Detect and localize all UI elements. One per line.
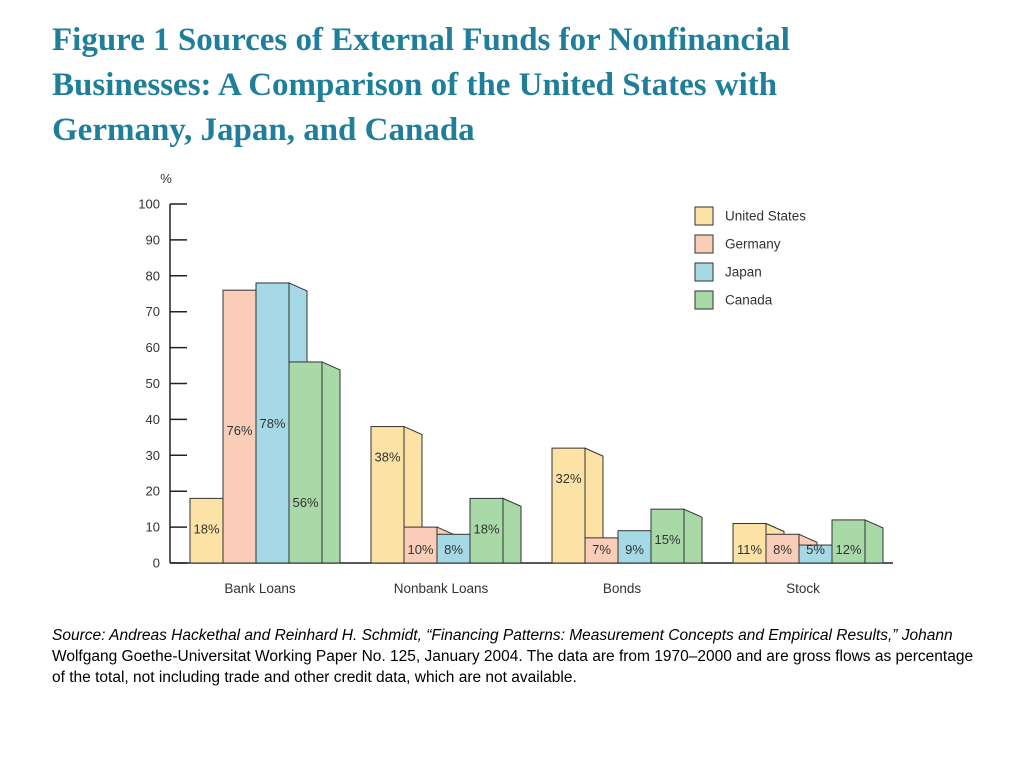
- bar-value-label: 9%: [625, 542, 644, 557]
- bar-chart: % 0 10 20 30 40 50 60 70 80 90 100 18% 76% 78% 56% Bank …: [138, 171, 893, 596]
- bar: [732, 523, 767, 564]
- figure-title-line: Germany, Japan, and Canada: [52, 112, 475, 148]
- bar-value-label: 18%: [473, 521, 499, 536]
- y-tick-label: 10: [146, 520, 160, 535]
- bar-side-face: [683, 508, 703, 564]
- bar: [469, 497, 504, 564]
- legend-label: Japan: [725, 265, 762, 280]
- bar-value-label: 32%: [555, 471, 581, 486]
- legend-swatch: [694, 262, 714, 282]
- x-category-label: Bank Loans: [224, 581, 296, 596]
- legend-swatch: [694, 206, 714, 226]
- legend-label: Germany: [725, 237, 781, 252]
- x-category-label: Stock: [786, 581, 820, 596]
- y-tick-label: 50: [146, 376, 160, 391]
- source-note: Source: Andreas Hackethal and Reinhard H…: [52, 625, 982, 688]
- y-tick-label: 70: [146, 304, 160, 319]
- bar-value-label: 7%: [592, 542, 611, 557]
- figure-title: Figure 1 Sources of External Funds for N…: [52, 18, 952, 153]
- bar-value-label: 11%: [737, 542, 762, 557]
- bar: [222, 289, 257, 564]
- legend-swatch: [694, 234, 714, 254]
- figure-title-line: Businesses: A Comparison of the United S…: [52, 67, 778, 103]
- bar: [403, 526, 438, 564]
- bar-value-label: 12%: [835, 542, 861, 557]
- bar: [551, 447, 586, 564]
- bar: [831, 519, 866, 564]
- bar-value-label: 10%: [407, 542, 433, 557]
- bar: [370, 426, 405, 564]
- bar-value-label: 76%: [226, 423, 252, 438]
- bar: [650, 508, 685, 564]
- bar-side-face: [864, 519, 884, 564]
- y-tick-label: 0: [153, 556, 160, 571]
- bar-value-label: 78%: [259, 416, 285, 431]
- figure-title-line: Figure 1 Sources of External Funds for N…: [52, 22, 790, 58]
- y-tick-label: 30: [146, 448, 160, 463]
- bar: [288, 361, 323, 564]
- bar-value-label: 5%: [806, 542, 825, 557]
- bar-value-label: 15%: [654, 532, 680, 547]
- y-tick-label: 40: [146, 412, 160, 427]
- y-tick-label: 90: [146, 232, 160, 247]
- x-category-label: Nonbank Loans: [394, 581, 489, 596]
- legend-swatch: [694, 290, 714, 310]
- source-citation-italic: Source: Andreas Hackethal and Reinhard H…: [52, 627, 953, 644]
- bar-value-label: 8%: [444, 542, 463, 557]
- bar: [617, 530, 652, 564]
- bar: [584, 537, 619, 564]
- source-citation-text: Wolfgang Goethe-Universitat Working Pape…: [52, 648, 974, 686]
- bar-value-label: 56%: [292, 495, 318, 510]
- bar-value-label: 8%: [773, 542, 792, 557]
- bar-value-label: 18%: [193, 521, 219, 536]
- x-category-label: Bonds: [603, 581, 642, 596]
- bar: [436, 533, 471, 564]
- y-tick-label: 20: [146, 484, 160, 499]
- bar-value-label: 38%: [374, 450, 400, 465]
- bar-side-face: [321, 361, 341, 564]
- y-tick-label: 80: [146, 268, 160, 283]
- legend-label: Canada: [725, 293, 773, 308]
- y-axis-unit-label: %: [160, 171, 172, 186]
- y-tick-label: 60: [146, 340, 160, 355]
- y-tick-label: 100: [138, 197, 160, 212]
- legend-label: United States: [725, 209, 806, 224]
- bar: [189, 497, 224, 564]
- bar: [255, 282, 290, 564]
- bar-side-face: [502, 497, 522, 564]
